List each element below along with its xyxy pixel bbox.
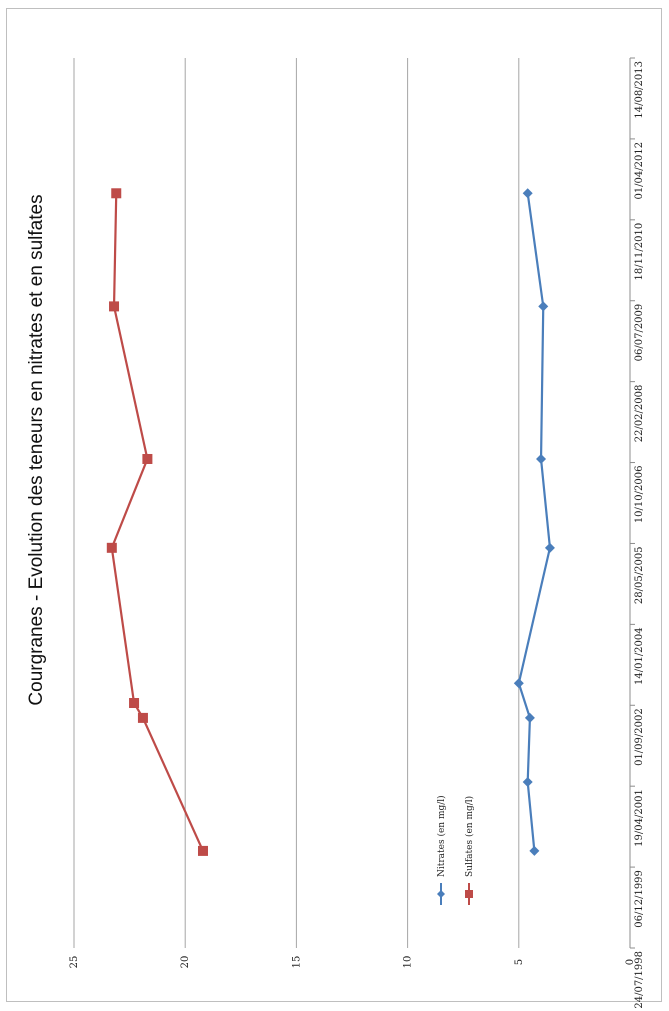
series-layer (106, 188, 555, 856)
legend-item: Sulfates (en mg/l) (464, 796, 475, 905)
legend-item: Nitrates (en mg/l) (436, 795, 447, 905)
data-point (522, 776, 533, 787)
data-point (513, 678, 524, 689)
y-tick-label: 20 (180, 956, 191, 969)
data-point (529, 845, 540, 856)
gridlines (73, 58, 520, 948)
legend-marker (465, 890, 473, 898)
chart-title: Courgranes - Evolution des teneurs en ni… (26, 194, 47, 705)
x-axis: 24/07/1998 06/12/1999 19/04/2001 01/09/2002… (629, 57, 645, 1009)
x-tick-label: 19/04/2001 (634, 789, 645, 847)
x-tick-label: 18/11/2010 (634, 223, 645, 281)
data-point (522, 188, 533, 199)
data-point (142, 453, 153, 464)
x-tick-label: 24/07/1998 (634, 951, 645, 1009)
series-line (110, 193, 204, 852)
y-tick-label: 5 (514, 959, 525, 965)
legend: Nitrates (en mg/l) Sulfates (en mg/l) (436, 795, 475, 905)
x-tick-label: 28/05/2005 (634, 546, 645, 604)
x-tick-label: 14/08/2013 (634, 61, 645, 119)
legend-label: Sulfates (en mg/l) (464, 796, 475, 877)
y-tick-label: 10 (403, 956, 414, 969)
x-tick-label: 14/01/2004 (634, 627, 645, 685)
y-tick-label: 0 (625, 959, 636, 965)
series-group (513, 188, 555, 856)
y-axis-ticks: 0 5 10 15 20 25 (69, 956, 636, 969)
data-point (538, 301, 549, 312)
data-point (109, 301, 120, 312)
x-tick-label: 06/07/2009 (634, 304, 645, 362)
data-point (129, 698, 140, 709)
data-point (197, 845, 208, 856)
series-group (106, 188, 208, 856)
x-tick-label: 22/02/2008 (634, 385, 645, 443)
data-point (544, 542, 555, 553)
chart-frame (6, 8, 662, 1002)
series-line (517, 193, 552, 852)
legend-label: Nitrates (en mg/l) (436, 795, 447, 877)
y-tick-label: 15 (291, 956, 302, 969)
x-tick-label: 06/12/1999 (634, 870, 645, 928)
y-tick-label: 25 (69, 956, 80, 969)
data-point (524, 712, 535, 723)
x-tick-label: 01/09/2002 (634, 708, 645, 766)
legend-marker (437, 890, 445, 898)
data-point (536, 453, 547, 464)
data-point (111, 188, 122, 199)
data-point (137, 712, 148, 723)
x-tick-label: 10/10/2006 (634, 466, 645, 524)
x-tick-label: 01/04/2012 (634, 142, 645, 200)
data-point (106, 542, 117, 553)
